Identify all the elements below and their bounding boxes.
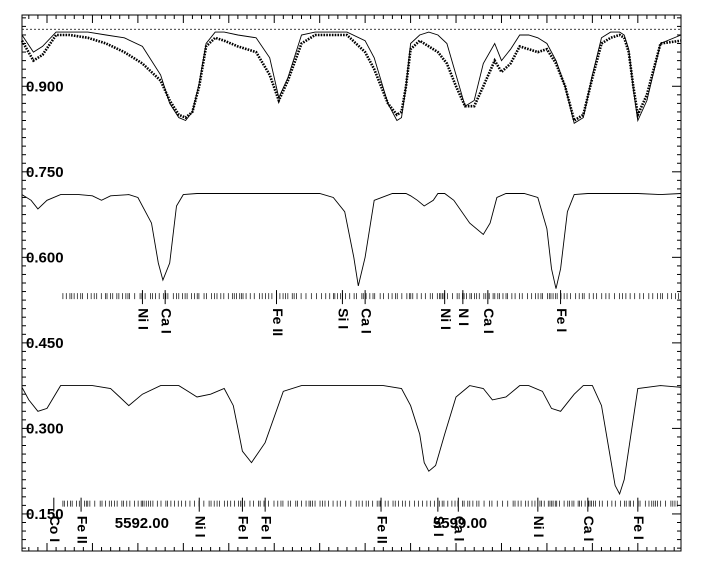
line-marker-label: Co I bbox=[47, 516, 63, 542]
line-marker-label: Ca I bbox=[158, 308, 174, 334]
line-marker-label: Si I bbox=[336, 308, 352, 329]
y-tick-label: 0.750 bbox=[26, 164, 64, 181]
line-marker-label: Fe I bbox=[258, 516, 274, 540]
line-marker-label: Fe II bbox=[374, 516, 390, 544]
axis-ticks bbox=[22, 15, 681, 551]
line-marker-label: Fe I bbox=[554, 308, 570, 332]
x-tick-label: 5592.00 bbox=[115, 515, 169, 532]
plot-frame bbox=[21, 14, 682, 552]
series-group bbox=[20, 31, 682, 496]
line-marker-label: Fe II bbox=[74, 516, 90, 544]
line-marker-label: N I bbox=[456, 308, 472, 326]
line-marker-label: Si I bbox=[431, 516, 447, 537]
line-marker-label: Ca I bbox=[358, 308, 374, 334]
y-tick-labels: 0.150 0.300 0.450 0.600 0.750 0.900 bbox=[26, 78, 64, 523]
line-marker-label: Ni I bbox=[531, 516, 547, 538]
line-marker-label: Ca I bbox=[581, 516, 597, 542]
line-marker-label: Fe II bbox=[270, 308, 286, 336]
y-tick-label: 0.900 bbox=[26, 78, 64, 95]
line-marker-label: Fe I bbox=[236, 516, 252, 540]
line-marker-label: Ni I bbox=[136, 308, 152, 330]
plot-frame-group bbox=[21, 14, 682, 552]
x-tick-labels: 5592.00 5599.00 bbox=[115, 515, 487, 532]
series-line-3 bbox=[21, 385, 682, 496]
line-marker-label: Fe I bbox=[631, 516, 647, 540]
y-tick-label: 0.600 bbox=[26, 249, 64, 266]
line-marker-label: Ca I bbox=[452, 516, 468, 542]
series-line-0 bbox=[20, 33, 682, 123]
line-marker-label: Ni I bbox=[192, 516, 208, 538]
y-tick-label: 0.300 bbox=[26, 420, 64, 437]
y-tick-label: 0.450 bbox=[26, 335, 64, 352]
line-marker-label: Ca I bbox=[481, 308, 497, 334]
series-line-1 bbox=[21, 31, 682, 125]
line-marker-label: Ni I bbox=[438, 308, 454, 330]
y-tick-label: 0.150 bbox=[26, 506, 64, 523]
x-tick-label: 5599.00 bbox=[433, 515, 487, 532]
series-line-2 bbox=[21, 193, 682, 289]
